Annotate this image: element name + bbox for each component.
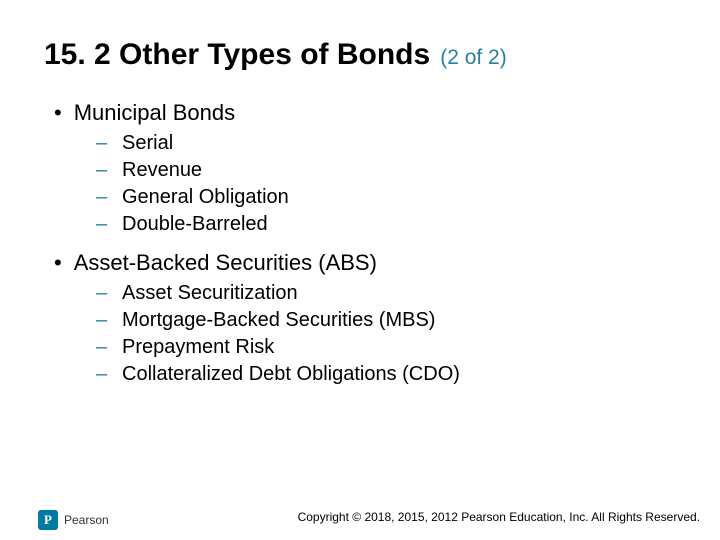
slide-pager: (2 of 2): [440, 46, 507, 70]
level2-label: Serial: [122, 132, 173, 155]
list-item: –Collateralized Debt Obligations (CDO): [96, 363, 676, 386]
slide-title: 15. 2 Other Types of Bonds: [44, 38, 430, 72]
list-item: • Asset-Backed Securities (ABS) –Asset S…: [54, 250, 676, 386]
level2-label: Collateralized Debt Obligations (CDO): [122, 363, 460, 386]
level2-label: Mortgage-Backed Securities (MBS): [122, 309, 435, 332]
list-item: –General Obligation: [96, 186, 676, 209]
sublist: –Serial –Revenue –General Obligation –Do…: [54, 132, 676, 236]
list-item: • Municipal Bonds –Serial –Revenue –Gene…: [54, 100, 676, 236]
list-item: –Prepayment Risk: [96, 336, 676, 359]
level2-label: General Obligation: [122, 186, 289, 209]
dash-icon: –: [96, 282, 110, 305]
level2-label: Prepayment Risk: [122, 336, 274, 359]
dash-icon: –: [96, 336, 110, 359]
brand-name: Pearson: [64, 513, 109, 527]
list-item: –Serial: [96, 132, 676, 155]
level1-label: Municipal Bonds: [74, 100, 235, 126]
list-item: –Revenue: [96, 159, 676, 182]
bullet-list: • Municipal Bonds –Serial –Revenue –Gene…: [44, 100, 676, 386]
dash-icon: –: [96, 132, 110, 155]
dash-icon: –: [96, 186, 110, 209]
brand-logo: P Pearson: [38, 510, 109, 530]
brand-icon: P: [38, 510, 58, 530]
list-item: –Mortgage-Backed Securities (MBS): [96, 309, 676, 332]
copyright-footer: Copyright © 2018, 2015, 2012 Pearson Edu…: [298, 510, 700, 524]
list-item: –Double-Barreled: [96, 213, 676, 236]
bullet-icon: •: [54, 102, 62, 124]
level2-label: Revenue: [122, 159, 202, 182]
slide: 15. 2 Other Types of Bonds (2 of 2) • Mu…: [0, 0, 720, 540]
level2-label: Asset Securitization: [122, 282, 298, 305]
sublist: –Asset Securitization –Mortgage-Backed S…: [54, 282, 676, 386]
title-row: 15. 2 Other Types of Bonds (2 of 2): [44, 38, 676, 72]
bullet-icon: •: [54, 252, 62, 274]
list-item: –Asset Securitization: [96, 282, 676, 305]
level1-label: Asset-Backed Securities (ABS): [74, 250, 377, 276]
dash-icon: –: [96, 363, 110, 386]
dash-icon: –: [96, 309, 110, 332]
dash-icon: –: [96, 159, 110, 182]
level2-label: Double-Barreled: [122, 213, 268, 236]
dash-icon: –: [96, 213, 110, 236]
